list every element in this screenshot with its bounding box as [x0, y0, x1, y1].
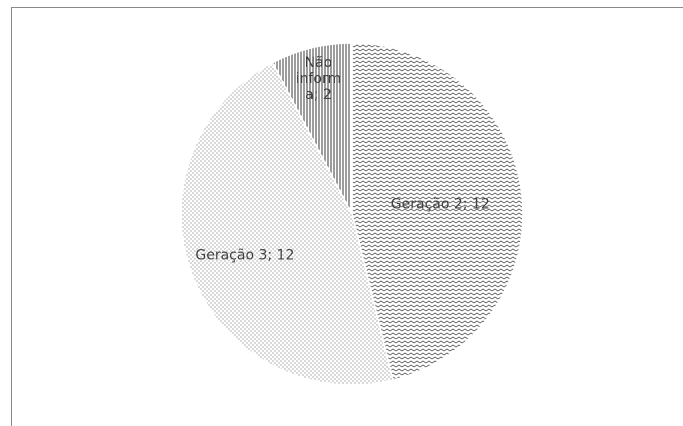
pie-slice-geracao-3 — [180, 61, 394, 386]
data-label-geracao-3: Geração 3; 12 — [195, 248, 294, 264]
chart-border-top — [11, 7, 683, 8]
pie-slice-nao-informa — [271, 42, 353, 215]
pie-slice-geracao-2 — [351, 42, 524, 381]
pie-slices — [180, 42, 524, 386]
pie-data-labels: Geração 2; 12 Geração 3; 12 Não inform a; 2 — [195, 55, 489, 264]
chart-border-left — [11, 7, 12, 426]
data-label-geracao-2: Geração 2; 12 — [391, 196, 490, 212]
data-label-nao-informa: Não inform a; 2 — [296, 55, 341, 103]
